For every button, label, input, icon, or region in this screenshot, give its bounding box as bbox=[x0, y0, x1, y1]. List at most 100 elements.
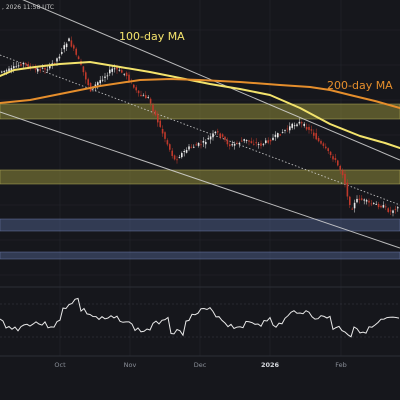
candle-body bbox=[17, 65, 20, 67]
candle-body bbox=[272, 137, 274, 140]
candle-body bbox=[207, 138, 209, 140]
candle-body bbox=[142, 95, 145, 97]
candle-body bbox=[65, 43, 68, 48]
candle-body bbox=[224, 136, 226, 140]
candle-body bbox=[197, 142, 200, 146]
candle-body bbox=[58, 56, 61, 59]
candle-body bbox=[375, 204, 377, 205]
candle-body bbox=[200, 144, 202, 146]
candle-body bbox=[27, 64, 29, 68]
candle-body bbox=[70, 40, 73, 47]
candle-body bbox=[99, 80, 101, 84]
moving-averages bbox=[0, 61, 400, 149]
candle-body bbox=[25, 63, 27, 65]
candle-body bbox=[248, 140, 250, 142]
candle-body bbox=[286, 128, 289, 130]
candle-body bbox=[111, 68, 113, 72]
candle-body bbox=[3, 71, 5, 72]
candle-body bbox=[320, 140, 322, 144]
candle-body bbox=[279, 134, 281, 136]
candle-body bbox=[301, 122, 303, 124]
candle-body bbox=[269, 139, 272, 142]
candle-body bbox=[209, 136, 212, 140]
candle-body bbox=[363, 199, 365, 201]
candle-body bbox=[241, 140, 243, 142]
candle-body bbox=[236, 142, 238, 144]
x-tick: Feb bbox=[335, 361, 347, 369]
support-zone bbox=[0, 251, 400, 260]
candle-body bbox=[56, 58, 58, 62]
candle-body bbox=[226, 139, 229, 145]
trend-channel bbox=[0, 0, 400, 249]
candle-body bbox=[8, 68, 10, 72]
candle-body bbox=[394, 208, 397, 210]
candle-body bbox=[68, 38, 70, 42]
candle-body bbox=[41, 67, 44, 69]
candle-body bbox=[346, 182, 349, 197]
candle-body bbox=[353, 202, 356, 209]
candle-body bbox=[39, 69, 41, 71]
candle-body bbox=[303, 123, 305, 126]
candle-body bbox=[185, 149, 188, 153]
candle-body bbox=[173, 155, 176, 160]
chart-timestamp: , 2026 11:58 UTC bbox=[2, 4, 54, 11]
candle-body bbox=[147, 97, 149, 98]
candle-body bbox=[293, 125, 296, 127]
candle-body bbox=[296, 124, 298, 126]
candle-body bbox=[193, 146, 195, 148]
candle-body bbox=[169, 144, 171, 150]
candle-body bbox=[356, 198, 358, 203]
candle-body bbox=[365, 200, 368, 202]
candle-body bbox=[109, 69, 111, 74]
candle-body bbox=[265, 140, 267, 143]
candle-body bbox=[217, 131, 219, 133]
candle-body bbox=[238, 142, 241, 145]
candle-body bbox=[327, 148, 329, 152]
candle-body bbox=[137, 90, 140, 94]
candle-body bbox=[373, 203, 375, 204]
candle-body bbox=[13, 66, 15, 69]
candle-body bbox=[15, 66, 17, 68]
candle-body bbox=[332, 156, 334, 160]
candle-body bbox=[104, 76, 106, 78]
candle-body bbox=[361, 198, 363, 200]
candle-body bbox=[310, 129, 313, 131]
x-tick: Nov bbox=[124, 361, 137, 369]
candle-body bbox=[253, 143, 255, 145]
midline-trendline bbox=[0, 54, 400, 206]
candle-body bbox=[183, 151, 185, 153]
ma200-label: 200-day MA bbox=[327, 79, 393, 92]
x-axis-ticks: Oct Nov Dec 2026 Feb bbox=[54, 361, 346, 369]
ma100-label: 100-day MA bbox=[119, 30, 185, 43]
candle-body bbox=[317, 138, 320, 142]
candle-body bbox=[313, 132, 315, 136]
upper-channel-line bbox=[22, 0, 400, 161]
candle-body bbox=[344, 173, 346, 185]
candle-body bbox=[49, 64, 51, 69]
oscillator-pane bbox=[0, 297, 400, 338]
candle-body bbox=[106, 75, 109, 77]
candle-body bbox=[188, 146, 190, 150]
candle-body bbox=[392, 210, 394, 213]
candle-body bbox=[368, 200, 370, 203]
candle-body bbox=[159, 120, 161, 127]
candle-body bbox=[214, 131, 217, 134]
x-tick: Oct bbox=[54, 361, 66, 369]
candle-body bbox=[154, 110, 157, 116]
candle-body bbox=[205, 141, 207, 145]
candle-body bbox=[281, 132, 284, 133]
candle-body bbox=[63, 45, 65, 50]
candle-body bbox=[339, 165, 341, 171]
candle-body bbox=[325, 146, 327, 149]
candle-body bbox=[351, 208, 353, 210]
candle-body bbox=[229, 144, 231, 147]
candle-body bbox=[382, 205, 385, 208]
candle-body bbox=[377, 203, 380, 208]
candle-body bbox=[358, 198, 361, 200]
candle-body bbox=[190, 146, 193, 148]
candle-body bbox=[133, 84, 135, 88]
candle-body bbox=[22, 62, 25, 64]
candle-body bbox=[128, 74, 130, 81]
candle-body bbox=[212, 133, 214, 138]
candle-body bbox=[221, 134, 224, 137]
